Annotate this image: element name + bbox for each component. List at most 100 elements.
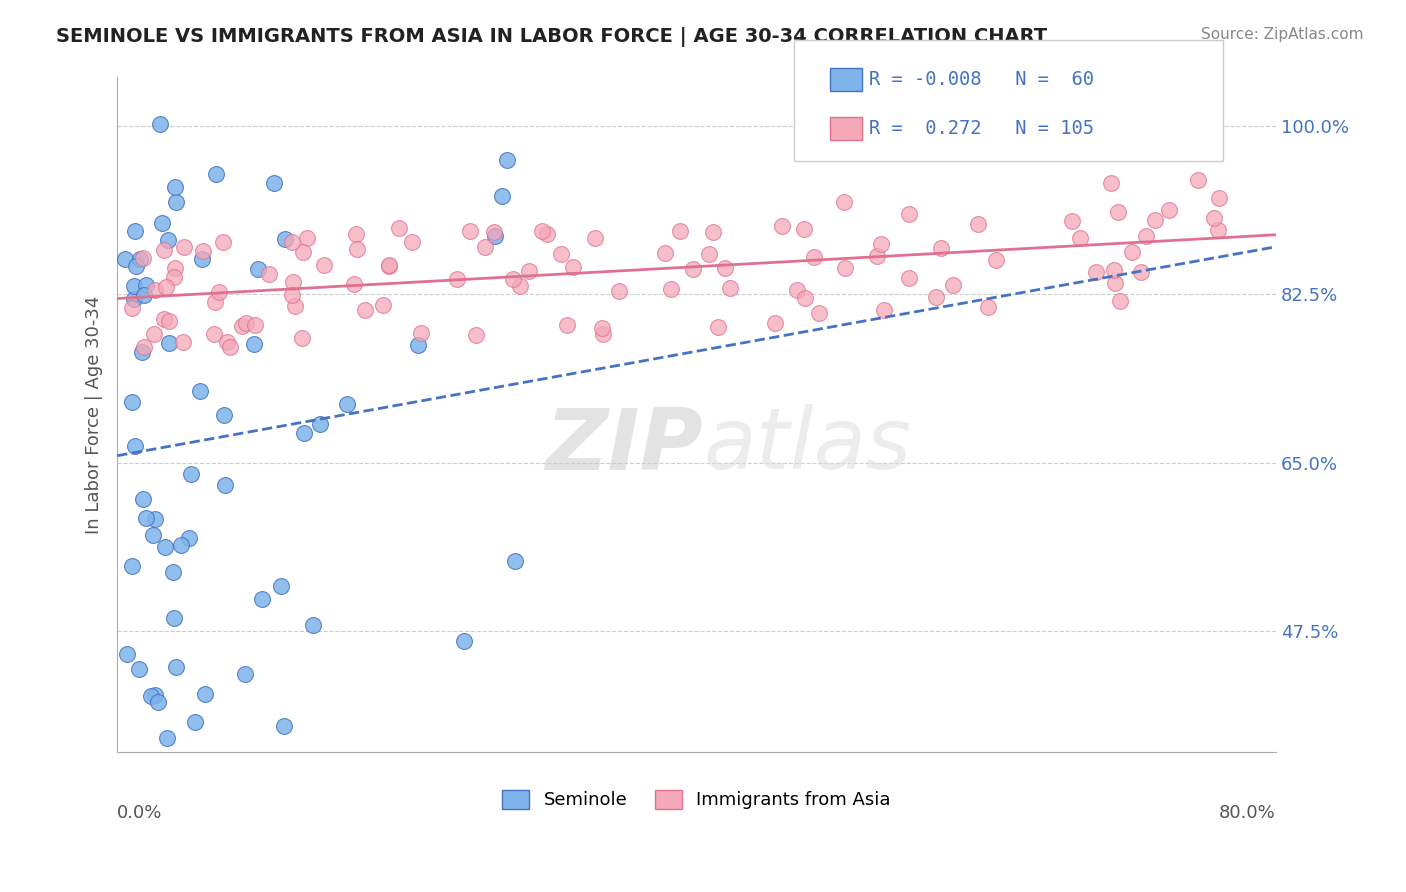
Point: [173, 240, 195, 254]
Point: [707, 320, 730, 334]
Point: [794, 292, 817, 306]
Point: [984, 253, 1007, 268]
Point: [153, 311, 176, 326]
Point: [191, 244, 214, 258]
Point: [1135, 229, 1157, 244]
Point: [1121, 245, 1143, 260]
Point: [354, 302, 377, 317]
Point: [591, 321, 613, 335]
Point: [682, 261, 704, 276]
Point: [169, 538, 191, 552]
Point: [509, 279, 531, 293]
Point: [517, 264, 540, 278]
Point: [208, 285, 231, 300]
Point: [217, 334, 239, 349]
Point: [336, 397, 359, 411]
Point: [121, 395, 143, 409]
Point: [702, 225, 724, 239]
Point: [803, 250, 825, 264]
Point: [163, 179, 186, 194]
Point: [1129, 265, 1152, 279]
Point: [312, 258, 335, 272]
Point: [190, 384, 212, 398]
Point: [128, 252, 150, 267]
Point: [1143, 212, 1166, 227]
Point: [155, 280, 177, 294]
Point: [924, 290, 946, 304]
Point: [162, 610, 184, 624]
Point: [132, 251, 155, 265]
Point: [786, 283, 808, 297]
Text: 0.0%: 0.0%: [117, 805, 163, 822]
Point: [292, 425, 315, 440]
Point: [491, 189, 513, 203]
Point: [763, 316, 786, 330]
Point: [202, 327, 225, 342]
Point: [484, 229, 506, 244]
Point: [135, 278, 157, 293]
Point: [378, 259, 401, 273]
Point: [1109, 294, 1132, 309]
Point: [128, 662, 150, 676]
Point: [139, 689, 162, 703]
Point: [280, 287, 302, 301]
Text: SEMINOLE VS IMMIGRANTS FROM ASIA IN LABOR FORCE | AGE 30-34 CORRELATION CHART: SEMINOLE VS IMMIGRANTS FROM ASIA IN LABO…: [56, 27, 1047, 46]
Point: [257, 267, 280, 281]
Point: [190, 252, 212, 267]
Point: [1085, 265, 1108, 279]
Point: [869, 236, 891, 251]
Point: [252, 591, 274, 606]
Point: [453, 634, 475, 648]
Legend: Seminole, Immigrants from Asia: Seminole, Immigrants from Asia: [495, 783, 898, 817]
Point: [967, 218, 990, 232]
Point: [302, 618, 325, 632]
Point: [212, 408, 235, 422]
Point: [1206, 223, 1229, 237]
Point: [309, 417, 332, 431]
Point: [143, 688, 166, 702]
Point: [536, 227, 558, 241]
Point: [245, 318, 267, 333]
Point: [592, 327, 614, 342]
Point: [165, 660, 187, 674]
Point: [482, 225, 505, 239]
Point: [172, 335, 194, 350]
Point: [157, 314, 180, 328]
Text: atlas: atlas: [703, 404, 911, 488]
Text: R = -0.008   N =  60: R = -0.008 N = 60: [869, 70, 1094, 89]
Point: [387, 221, 409, 235]
Point: [409, 326, 432, 341]
Point: [194, 687, 217, 701]
Text: Source: ZipAtlas.com: Source: ZipAtlas.com: [1201, 27, 1364, 42]
Text: ZIP: ZIP: [546, 404, 703, 488]
Point: [873, 303, 896, 318]
Point: [1104, 262, 1126, 277]
Point: [458, 224, 481, 238]
Point: [659, 282, 682, 296]
Point: [153, 244, 176, 258]
Point: [156, 731, 179, 746]
Point: [793, 222, 815, 236]
Point: [122, 278, 145, 293]
Point: [474, 240, 496, 254]
Text: 80.0%: 80.0%: [1219, 805, 1277, 822]
Point: [977, 300, 1000, 314]
Point: [446, 272, 468, 286]
Point: [669, 224, 692, 238]
Point: [214, 478, 236, 492]
Point: [205, 167, 228, 181]
Point: [231, 318, 253, 333]
Point: [162, 565, 184, 579]
Point: [148, 695, 170, 709]
Point: [142, 528, 165, 542]
Point: [713, 260, 735, 275]
Point: [121, 301, 143, 316]
Point: [898, 271, 921, 285]
Point: [834, 260, 856, 275]
Point: [1099, 176, 1122, 190]
Point: [131, 344, 153, 359]
Point: [281, 276, 304, 290]
Point: [561, 260, 583, 274]
Point: [697, 247, 720, 261]
Point: [281, 235, 304, 250]
